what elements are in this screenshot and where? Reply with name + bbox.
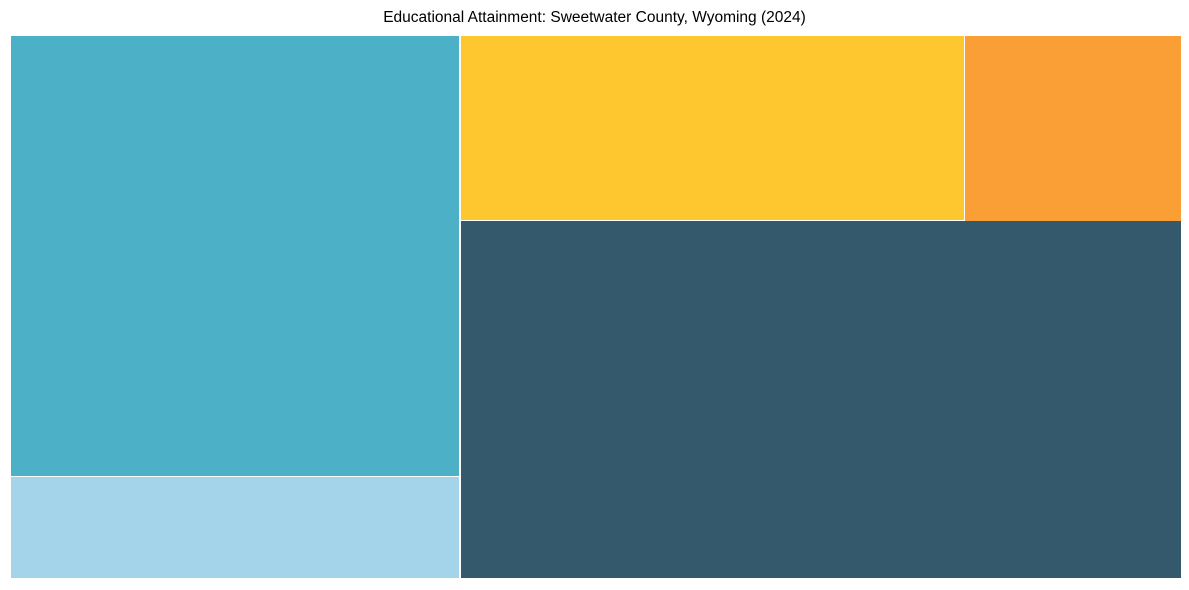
treemap-plot-area	[11, 36, 1181, 578]
treemap-segment-orange[interactable]	[965, 36, 1181, 221]
treemap-segment-teal[interactable]	[11, 36, 459, 476]
chart-title: Educational Attainment: Sweetwater Count…	[383, 9, 806, 26]
treemap-segment-dark-slate[interactable]	[461, 221, 1181, 578]
treemap-segment-yellow[interactable]	[461, 36, 964, 220]
treemap-segment-light-blue[interactable]	[11, 477, 459, 578]
